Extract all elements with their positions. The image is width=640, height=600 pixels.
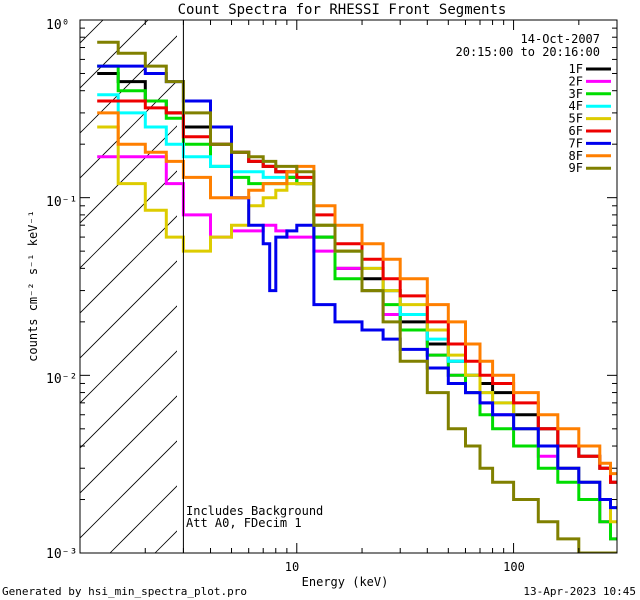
- chart-title: Count Spectra for RHESSI Front Segments: [178, 2, 507, 18]
- footer-timestamp: 13-Apr-2023 10:45: [523, 585, 636, 598]
- series-2F: [97, 155, 617, 541]
- series-3F: [97, 64, 617, 541]
- x-tick-label: 10: [285, 560, 299, 574]
- legend-label: 4F: [569, 99, 583, 113]
- plot-frame: [79, 19, 618, 554]
- hatch-line: [80, 170, 177, 269]
- legend-label: 8F: [569, 149, 583, 163]
- note-background: Includes Background: [186, 504, 323, 518]
- y-tick-label: 10⁻²: [46, 372, 77, 387]
- axis-ticks: [79, 20, 618, 554]
- series-7F: [97, 64, 617, 510]
- y-axis-label: counts cm⁻² s⁻¹ keV⁻¹: [26, 210, 40, 362]
- legend-date: 14-Oct-2007: [521, 32, 600, 46]
- x-tick-label: 100: [503, 560, 525, 574]
- legend-label: 6F: [569, 124, 583, 138]
- y-tick-label: 10⁻³: [46, 547, 77, 562]
- series-layer: [97, 40, 617, 553]
- hatch-line: [80, 215, 177, 314]
- note-attenuator: Att A0, FDecim 1: [186, 516, 302, 530]
- hatch-line: [80, 20, 104, 44]
- y-tick-label: 10⁻¹: [46, 195, 77, 210]
- footer-generator: Generated by hsi_min_spectra_plot.pro: [2, 585, 247, 598]
- legend-label: 3F: [569, 87, 583, 101]
- hatched-region: [0, 13, 177, 553]
- hatch-line: [0, 13, 20, 553]
- hatch-line: [80, 350, 177, 449]
- hatch-line: [154, 530, 177, 553]
- y-tick-label: 10⁰: [46, 18, 69, 33]
- series-8F: [97, 111, 617, 476]
- series-6F: [97, 99, 617, 484]
- legend-label: 9F: [569, 161, 583, 175]
- legend-label: 7F: [569, 136, 583, 150]
- hatch-line: [80, 35, 177, 134]
- hatch-line: [80, 80, 177, 179]
- legend-time-range: 20:15:00 to 20:16:00: [456, 45, 601, 59]
- series-5F: [97, 125, 617, 524]
- hatch-line: [80, 440, 177, 539]
- hatch-line: [80, 395, 177, 494]
- hatch-line: [109, 485, 177, 553]
- hatch-line: [80, 20, 149, 89]
- hatch-line: [80, 260, 177, 359]
- legend-label: 5F: [569, 112, 583, 126]
- series-9F: [97, 40, 617, 553]
- legend-label: 2F: [569, 74, 583, 88]
- legend-label: 1F: [569, 62, 583, 76]
- x-axis-label: Energy (keV): [302, 575, 389, 589]
